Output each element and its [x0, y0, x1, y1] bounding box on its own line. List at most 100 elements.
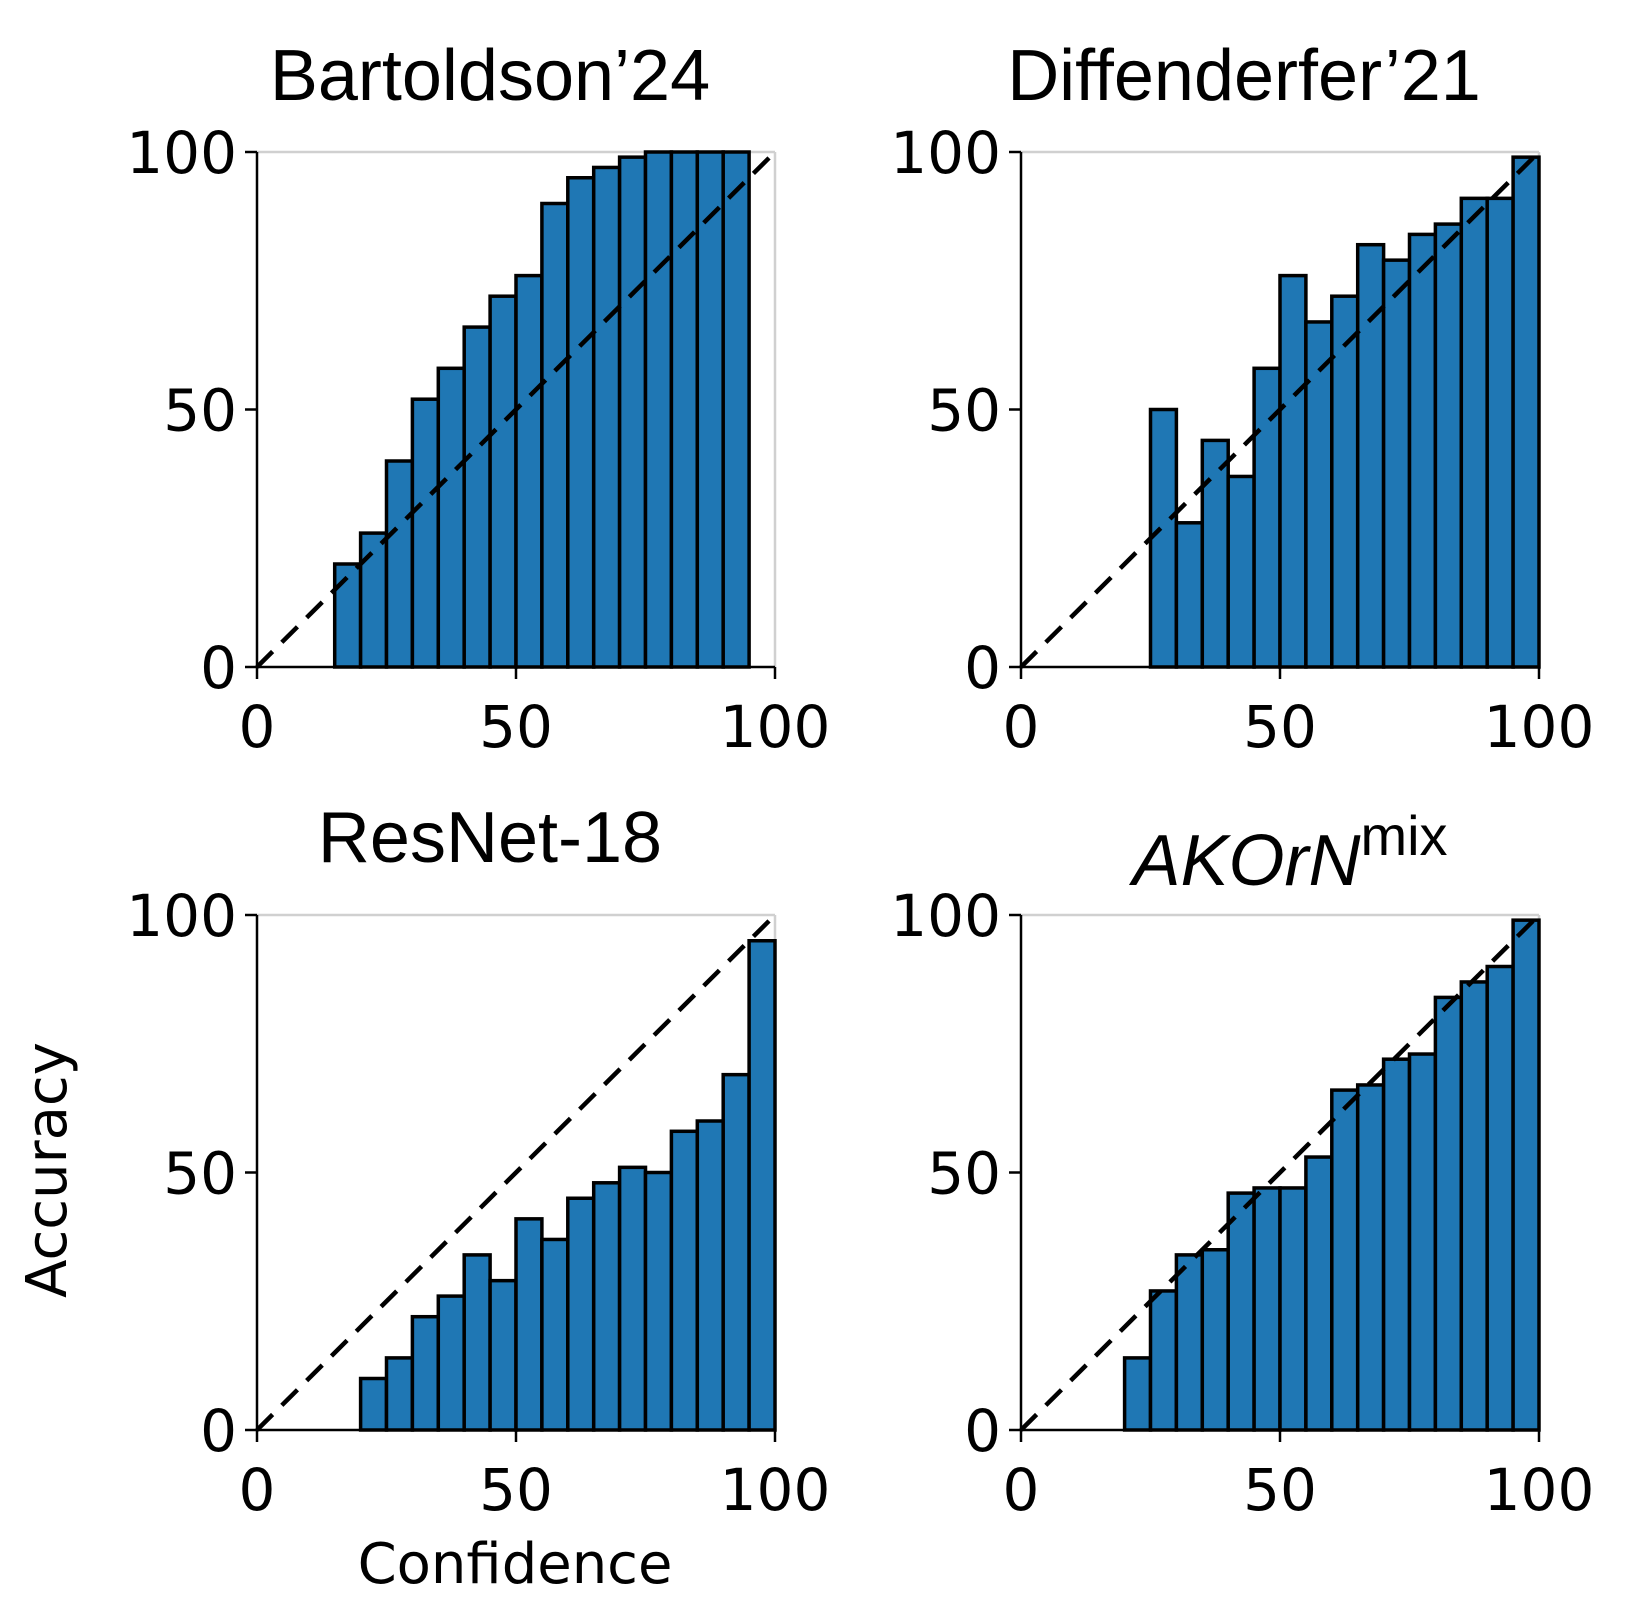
y-tick-label: 0: [200, 1397, 237, 1465]
x-tick-label: 100: [1484, 693, 1595, 761]
panel-diffenderfer: Diffenderfer’21 0 50 100 0 50 100: [890, 36, 1594, 761]
panel-resnet18: ResNet-18 0 50 100 0 50 100 Confidence Accura…: [15, 798, 830, 1597]
bar: [721, 150, 751, 669]
bar: [1200, 438, 1230, 669]
bar: [721, 1072, 751, 1432]
bar: [566, 176, 596, 669]
bar: [1355, 1083, 1386, 1432]
bar: [540, 1237, 570, 1432]
bar: [1511, 918, 1541, 1432]
bar: [669, 1129, 700, 1432]
bar: [1148, 407, 1179, 669]
bar: [695, 1119, 725, 1432]
x-tick-label: 50: [479, 1456, 553, 1524]
bar: [617, 155, 648, 669]
bar: [1330, 294, 1360, 669]
x-tick-label: 50: [479, 693, 553, 761]
panel-bartoldson: Bartoldson’24 0 50 100 0 50 100: [126, 36, 830, 761]
bar: [1459, 980, 1489, 1432]
y-tick-label: 50: [927, 1140, 1001, 1208]
bar: [384, 1356, 415, 1432]
bar: [1485, 964, 1515, 1432]
bar: [1407, 1052, 1438, 1432]
bar: [1511, 155, 1541, 669]
bar: [1433, 222, 1464, 669]
panel-akorn-mix: AKOrNmix 0 50 100 0 50 100: [890, 804, 1594, 1524]
bar: [410, 1314, 441, 1432]
bar: [358, 1376, 389, 1432]
bar: [643, 150, 674, 669]
panel-title-superscript: mix: [1360, 804, 1447, 867]
bar: [488, 1278, 518, 1432]
y-tick-label: 50: [163, 1140, 237, 1208]
bar: [695, 150, 725, 669]
bar: [1459, 196, 1489, 669]
x-tick-label: 0: [239, 1456, 276, 1524]
bar: [643, 1170, 674, 1432]
x-tick-label: 100: [720, 1456, 831, 1524]
bar: [436, 1294, 466, 1432]
x-tick-label: 100: [720, 693, 831, 761]
x-tick-label: 0: [239, 693, 276, 761]
x-tick-label: 0: [1003, 1456, 1040, 1524]
y-tick-label: 100: [890, 119, 1001, 187]
y-tick-label: 100: [126, 119, 237, 187]
perfect-calibration-line: [255, 913, 777, 1432]
perfect-calibration-line: [1019, 150, 1541, 669]
bar: [1433, 995, 1464, 1432]
bar: [566, 1196, 596, 1432]
bar: [1226, 474, 1256, 669]
bar: [436, 366, 466, 669]
bar: [384, 459, 415, 669]
y-tick-label: 100: [126, 882, 237, 950]
panel-title-main: AKOrN: [1128, 821, 1361, 901]
bar: [488, 294, 518, 669]
x-tick-label: 0: [1003, 693, 1040, 761]
bar: [540, 201, 570, 669]
bar: [462, 325, 492, 669]
x-tick-label: 50: [1243, 693, 1317, 761]
bar: [1148, 1289, 1179, 1432]
bar: [358, 531, 389, 669]
bar: [1485, 196, 1515, 669]
panel-title: Bartoldson’24: [270, 36, 710, 116]
bar: [1200, 1248, 1230, 1432]
y-tick-label: 0: [964, 634, 1001, 702]
bar: [410, 397, 441, 669]
y-tick-label: 0: [964, 1397, 1001, 1465]
perfect-calibration-line: [255, 150, 777, 669]
y-tick-label: 0: [200, 634, 237, 702]
bar: [617, 1165, 648, 1432]
x-tick-label: 100: [1484, 1456, 1595, 1524]
bar: [1278, 1186, 1308, 1432]
bar: [747, 939, 777, 1432]
y-tick-label: 50: [927, 377, 1001, 445]
bar: [1252, 1186, 1282, 1432]
bar: [1174, 521, 1205, 669]
panel-title: ResNet-18: [318, 798, 662, 878]
bar: [514, 1217, 544, 1432]
bar: [1304, 320, 1334, 669]
bar: [1174, 1253, 1205, 1432]
bar: [514, 273, 544, 669]
bar: [1304, 1155, 1334, 1432]
bar: [462, 1253, 492, 1432]
bar: [1381, 1057, 1412, 1432]
bar: [591, 1181, 622, 1432]
bar: [1226, 1191, 1256, 1432]
panel-title: Diffenderfer’21: [1007, 36, 1481, 116]
bar: [1122, 1356, 1153, 1432]
y-axis-label: Accuracy: [15, 1042, 80, 1298]
bar: [1278, 273, 1308, 669]
perfect-calibration-line: [1019, 913, 1541, 1432]
bar: [1407, 232, 1438, 669]
panel-title: AKOrNmix: [1128, 804, 1447, 901]
bar: [669, 150, 700, 669]
y-tick-label: 100: [890, 882, 1001, 950]
x-tick-label: 50: [1243, 1456, 1317, 1524]
y-tick-label: 50: [163, 377, 237, 445]
bar: [1330, 1088, 1360, 1432]
bar: [1381, 258, 1412, 669]
x-axis-label: Confidence: [358, 1532, 673, 1597]
